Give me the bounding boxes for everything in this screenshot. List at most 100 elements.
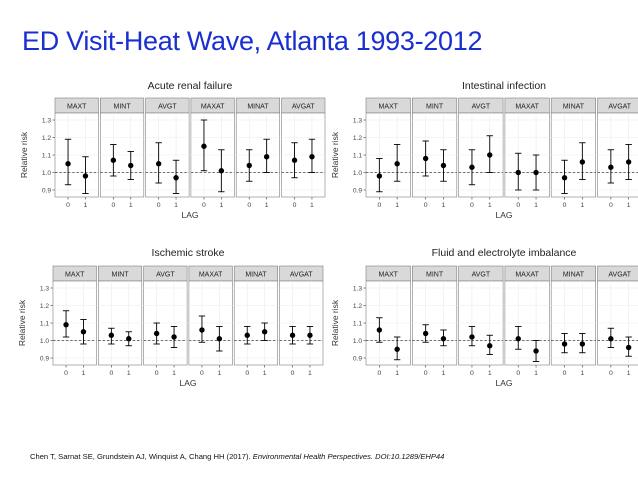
x-tick-label: 0 xyxy=(563,370,567,377)
facet-minat: MINAT 0 1 xyxy=(550,265,597,377)
data-point xyxy=(261,329,268,335)
data-point xyxy=(291,157,298,163)
facet-maxt: MAXT 0 1 xyxy=(54,97,99,209)
x-tick-label: 0 xyxy=(516,202,520,209)
y-tick-label: 1.1 xyxy=(353,321,362,328)
x-axis-label: LAG xyxy=(179,378,196,388)
x-tick-label: 1 xyxy=(265,202,269,209)
x-tick-label: 1 xyxy=(442,202,446,209)
facet-label: AVGT xyxy=(158,103,177,110)
x-tick-label: 1 xyxy=(308,370,312,377)
data-point xyxy=(63,322,69,328)
x-tick-label: 0 xyxy=(609,370,613,377)
y-tick-label: 1.1 xyxy=(353,153,362,160)
y-tick-label: 1.0 xyxy=(42,170,51,177)
y-axis-label: Relative risk xyxy=(17,299,27,346)
x-tick-label: 1 xyxy=(310,202,314,209)
y-axis-label: Relative risk xyxy=(19,131,29,178)
data-point xyxy=(608,336,614,342)
facet-avgat: AVGAT 0 1 xyxy=(597,97,638,209)
data-point xyxy=(515,336,521,342)
x-tick-label: 0 xyxy=(111,202,115,209)
facet-label: MINT xyxy=(113,103,131,110)
y-tick-label: 1.0 xyxy=(353,338,362,345)
data-point xyxy=(153,330,160,337)
data-point xyxy=(376,327,383,333)
data-point xyxy=(608,164,614,170)
data-point xyxy=(246,162,252,169)
facet-avgat: AVGAT 0 1 xyxy=(279,265,324,377)
data-point xyxy=(199,327,205,333)
facet-avgat: AVGAT 0 1 xyxy=(597,265,638,377)
data-point xyxy=(625,159,632,165)
x-tick-label: 1 xyxy=(580,370,584,377)
chart-title: Intestinal infection xyxy=(462,80,546,92)
x-tick-label: 0 xyxy=(66,202,70,209)
x-tick-label: 0 xyxy=(157,202,161,209)
data-point xyxy=(533,348,539,354)
y-tick-label: 1.0 xyxy=(353,170,362,177)
data-point xyxy=(126,336,132,342)
facet-avgt: AVGT 0 1 xyxy=(458,97,504,209)
facet-label: MINT xyxy=(426,103,444,110)
facet-label: AVGAT xyxy=(290,271,313,278)
facet-label: MAXAT xyxy=(199,271,223,278)
x-tick-label: 0 xyxy=(377,202,381,209)
data-point xyxy=(110,157,117,163)
facet-label: MINAT xyxy=(563,271,585,278)
facet-label: MAXAT xyxy=(515,271,539,278)
data-point xyxy=(173,175,179,181)
facet-label: AVGT xyxy=(472,103,491,110)
chart-intestinal-infection: Intestinal infection Relative risk 0.9 1.0 1… xyxy=(330,80,638,220)
data-point xyxy=(155,161,162,167)
x-tick-label: 0 xyxy=(470,370,474,377)
x-tick-label: 0 xyxy=(202,202,206,209)
x-tick-label: 1 xyxy=(219,202,223,209)
x-axis-label: LAG xyxy=(495,210,512,220)
facet-maxt: MAXT 0 1 xyxy=(365,265,411,377)
facet-mint: MINT 0 1 xyxy=(411,265,458,377)
data-point xyxy=(440,336,447,342)
data-point xyxy=(561,175,568,181)
facet-maxt: MAXT 0 1 xyxy=(52,265,97,377)
chart-title: Acute renal failure xyxy=(148,80,233,92)
x-tick-label: 0 xyxy=(293,202,297,209)
y-tick-label: 1.0 xyxy=(40,338,49,345)
x-tick-label: 1 xyxy=(627,370,631,377)
facet-label: MINT xyxy=(111,271,129,278)
y-tick-label: 1.3 xyxy=(40,286,49,293)
x-tick-label: 1 xyxy=(580,202,584,209)
facet-maxat: MAXAT 0 1 xyxy=(504,97,550,209)
data-point xyxy=(244,332,250,338)
facet-label: MAXAT xyxy=(201,103,225,110)
x-tick-label: 1 xyxy=(395,370,399,377)
data-point xyxy=(309,154,315,160)
chart-acute-renal-failure: Acute renal failure Relative risk 0.9 1.0 1.… xyxy=(19,80,326,220)
facet-avgat: AVGAT 0 1 xyxy=(281,97,326,209)
facet-label: MINAT xyxy=(245,271,267,278)
x-tick-label: 0 xyxy=(200,370,204,377)
data-point xyxy=(487,343,493,349)
x-tick-label: 0 xyxy=(563,202,567,209)
facet-avgt: AVGT 0 1 xyxy=(458,265,504,377)
x-tick-label: 1 xyxy=(172,370,176,377)
y-tick-label: 1.3 xyxy=(353,118,362,125)
data-point xyxy=(561,341,568,347)
facet-label: MAXT xyxy=(65,271,85,278)
x-axis-label: LAG xyxy=(181,210,198,220)
data-point xyxy=(80,329,87,335)
facet-label: MAXAT xyxy=(515,103,539,110)
data-point xyxy=(394,161,400,167)
data-point xyxy=(376,173,383,179)
x-tick-label: 0 xyxy=(155,370,159,377)
y-tick-label: 1.2 xyxy=(40,303,49,310)
data-point xyxy=(422,155,429,162)
data-point xyxy=(625,344,632,351)
x-tick-label: 1 xyxy=(263,370,267,377)
x-tick-label: 1 xyxy=(395,202,399,209)
x-tick-label: 1 xyxy=(82,370,86,377)
data-point xyxy=(201,143,207,149)
y-tick-label: 0.9 xyxy=(40,356,49,363)
facet-label: MINT xyxy=(426,271,444,278)
